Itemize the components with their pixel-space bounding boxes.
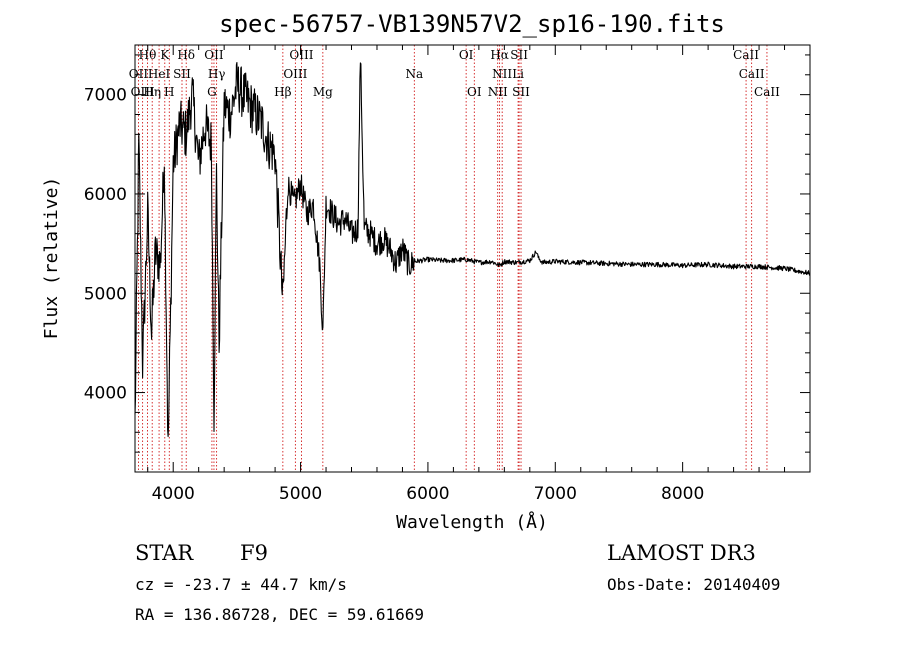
line-label-13: OIII (283, 67, 307, 81)
y-axis-ticks: 4000 5000 6000 7000 (84, 54, 810, 453)
object-subclass: F9 (240, 541, 268, 565)
plot-frame (134, 44, 811, 473)
ra-dec: RA = 136.86728, DEC = 59.61669 (135, 605, 424, 624)
line-label-27: CaII (754, 85, 780, 99)
line-label-26: CaII (739, 67, 765, 81)
object-class: STAR (135, 541, 194, 565)
line-label-1: OII (129, 67, 149, 81)
line-label-14: Hβ (274, 85, 291, 99)
line-label-7: H (164, 85, 174, 99)
obs-date: Obs-Date: 20140409 (607, 575, 780, 594)
x-tick-label-2: 6000 (406, 484, 449, 504)
line-label-11: G (207, 85, 217, 99)
line-label-25: CaII (733, 48, 759, 62)
y-axis-label: Flux (relative) (41, 177, 62, 340)
line-label-23: NII (488, 85, 508, 99)
x-tick-label-3: 7000 (534, 484, 577, 504)
line-label-3: K (160, 48, 170, 62)
line-label-18: OI (467, 85, 482, 99)
x-tick-label-4: 8000 (661, 484, 704, 504)
x-axis-label: Wavelength (Å) (396, 511, 548, 533)
y-tick-label-0: 4000 (84, 384, 127, 404)
line-label-9: OII (204, 48, 224, 62)
line-label-21: NII (492, 67, 512, 81)
line-label-24: SII (512, 85, 530, 99)
spectral-line-labels: Hθ OII OIII K HeI Hη SII H Hδ OII Hγ G OIII OIII Hβ Mg N… (129, 48, 780, 99)
line-label-10: Hγ (208, 67, 226, 81)
x-tick-label-0: 4000 (152, 484, 195, 504)
line-label-8: Hδ (177, 48, 195, 62)
y-tick-label-2: 6000 (84, 185, 127, 205)
x-tick-label-1: 5000 (279, 484, 322, 504)
line-label-0: Hθ (139, 48, 157, 62)
survey-name: LAMOST DR3 (607, 541, 756, 565)
line-label-22: Li (512, 67, 524, 81)
redshift-cz: cz = -23.7 ± 44.7 km/s (135, 575, 347, 594)
line-label-16: Na (405, 67, 423, 81)
line-label-2: OIII (131, 85, 155, 99)
x-axis-ticks: 4000 5000 6000 7000 8000 (147, 45, 786, 504)
line-label-19: Hα (490, 48, 509, 62)
line-label-17: OI (459, 48, 474, 62)
spectrum-line (134, 61, 811, 438)
y-tick-label-1: 5000 (84, 284, 127, 304)
line-label-12: OIII (289, 48, 313, 62)
line-label-5: Hη (143, 85, 161, 99)
line-label-15: Mg (313, 85, 333, 99)
y-tick-label-3: 7000 (84, 86, 127, 106)
line-label-4: HeI (148, 67, 171, 81)
line-label-20: SII (510, 48, 528, 62)
chart-title: spec-56757-VB139N57V2_sp16-190.fits (219, 10, 725, 38)
line-label-6: SII (173, 67, 191, 81)
